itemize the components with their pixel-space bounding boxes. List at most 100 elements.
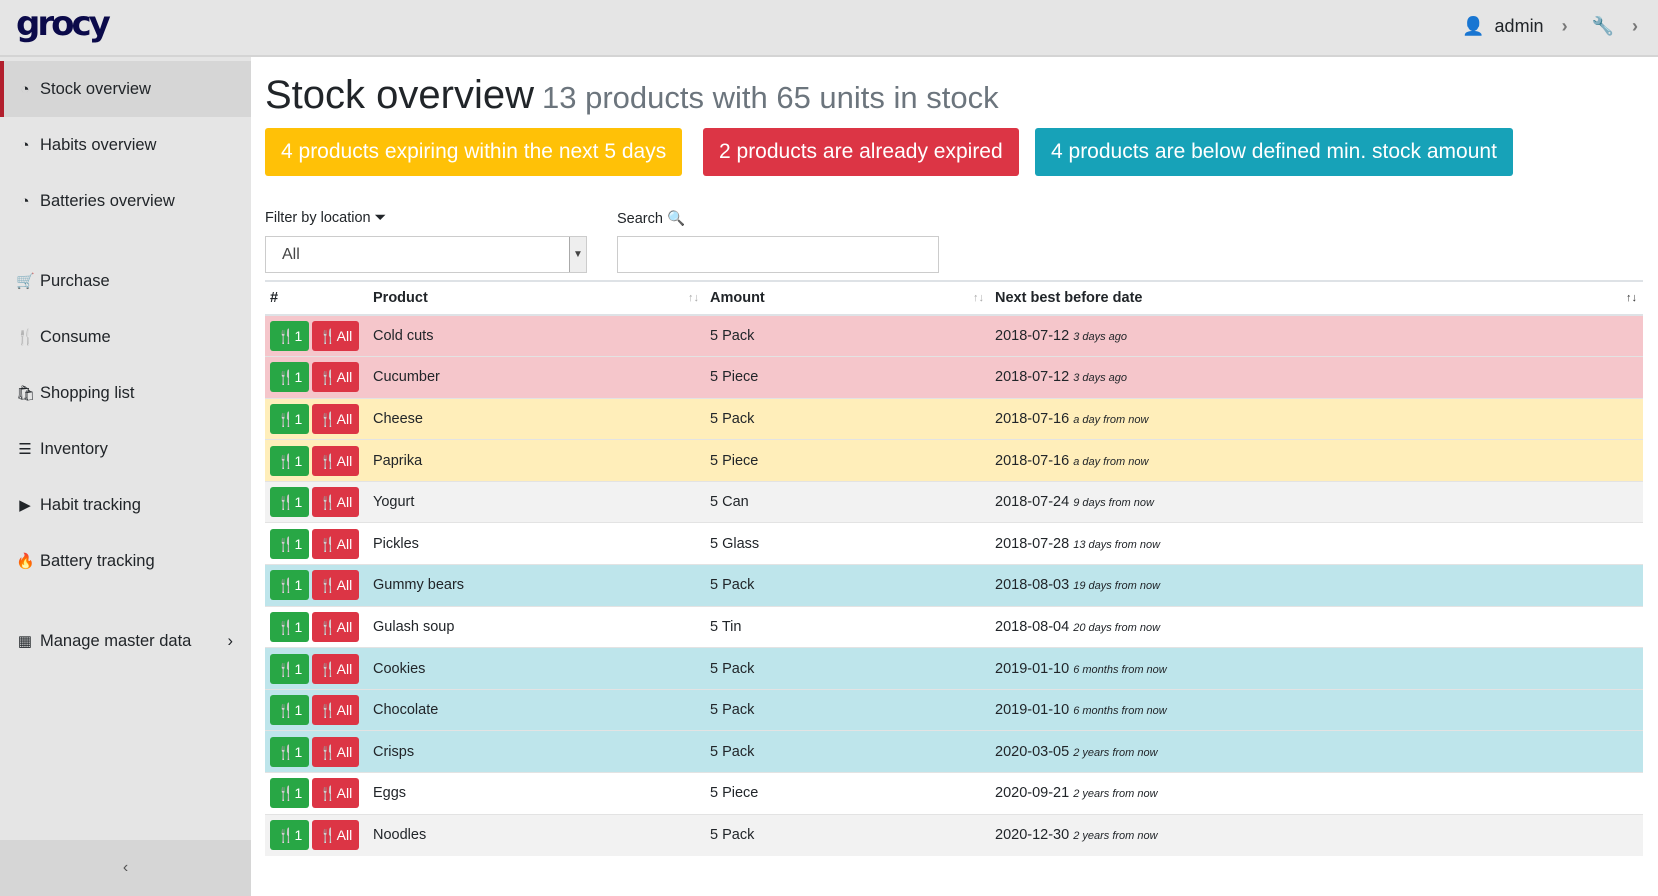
cutlery-icon: 🍴 (319, 743, 337, 760)
consume-one-button[interactable]: 🍴1 (270, 528, 310, 559)
consume-all-button[interactable]: 🍴All (312, 653, 360, 684)
table-row: 🍴1 🍴All Crisps 5 Pack 2020-03-05 2 years … (265, 730, 1643, 773)
search-icon: 🔍 (666, 211, 686, 227)
cutlery-icon: 🍴 (16, 329, 35, 346)
table-row: 🍴1 🍴All Noodles 5 Pack 2020-12-30 2 years… (265, 813, 1643, 856)
best-before-date: 2018-07-28 13 days from now (990, 522, 1643, 565)
table-row: 🍴1 🍴All Cheese 5 Pack 2018-07-16 a day fr… (265, 397, 1643, 440)
relative-time: 2 years from now (1073, 830, 1158, 843)
location-filter-select[interactable]: All ▼ (265, 236, 587, 273)
cutlery-icon: 🍴 (319, 618, 337, 635)
table-row: 🍴1 🍴All Pickles 5 Glass 2018-07-28 13 day… (265, 522, 1643, 565)
sidebar-item-batteries-overview[interactable]: ◔ Batteries overview (0, 173, 251, 229)
best-before-date: 2018-07-24 9 days from now (990, 480, 1643, 523)
cutlery-icon: 🍴 (319, 660, 337, 677)
consume-one-button[interactable]: 🍴1 (270, 611, 310, 642)
product-name: Cucumber (368, 356, 705, 399)
amount: 5 Piece (705, 439, 990, 482)
user-menu[interactable]: admin (1494, 16, 1544, 36)
table-row: 🍴1 🍴All Yogurt 5 Can 2018-07-24 9 days fr… (265, 480, 1643, 523)
consume-one-button[interactable]: 🍴1 (270, 487, 310, 518)
product-name: Gummy bears (368, 564, 705, 607)
amount: 5 Pack (705, 397, 990, 440)
cutlery-icon: 🍴 (319, 328, 337, 345)
cutlery-icon: 🍴 (319, 494, 337, 511)
relative-time: 6 months from now (1073, 663, 1167, 676)
chevron-right-icon[interactable]: › (1632, 16, 1638, 36)
tachometer-icon: ◔ (20, 192, 30, 210)
below-min-stock-alert[interactable]: 4 products are below defined min. stock … (1035, 128, 1513, 176)
column-header-product[interactable]: Product ↑↓ (368, 280, 705, 316)
consume-one-button[interactable]: 🍴1 (270, 403, 310, 434)
amount: 5 Pack (705, 647, 990, 690)
sidebar-item-purchase[interactable]: 🛒 Purchase (0, 253, 251, 309)
amount: 5 Pack (705, 688, 990, 731)
consume-all-button[interactable]: 🍴All (312, 778, 360, 809)
sidebar-collapse-button[interactable]: ‹ (0, 840, 251, 896)
consume-one-button[interactable]: 🍴1 (270, 736, 310, 767)
search-label: Search 🔍 (617, 211, 686, 227)
table-row: 🍴1 🍴All Eggs 5 Piece 2020-09-21 2 years f… (265, 772, 1643, 815)
product-name: Crisps (368, 730, 705, 773)
cutlery-icon: 🍴 (319, 827, 337, 844)
chevron-right-icon[interactable]: › (1561, 16, 1568, 36)
wrench-icon[interactable]: 🔧 (1591, 16, 1614, 36)
sidebar-item-shopping-list[interactable]: 🛍 Shopping list (0, 365, 251, 421)
relative-time: 13 days from now (1073, 538, 1161, 551)
consume-one-button[interactable]: 🍴1 (270, 570, 310, 601)
table-row: 🍴1 🍴All Gummy bears 5 Pack 2018-08-03 19 … (265, 564, 1643, 607)
consume-all-button[interactable]: 🍴All (312, 362, 360, 393)
cutlery-icon: 🍴 (277, 452, 295, 469)
consume-all-button[interactable]: 🍴All (312, 820, 360, 851)
sidebar-item-battery-tracking[interactable]: 🔥 Battery tracking (0, 533, 251, 589)
sidebar-item-inventory[interactable]: ☰ Inventory (0, 421, 251, 477)
table-icon: ▦ (17, 633, 33, 650)
sidebar-item-habit-tracking[interactable]: ▶ Habit tracking (0, 477, 251, 533)
sidebar-item-label: Purchase (40, 271, 110, 290)
table-row: 🍴1 🍴All Cold cuts 5 Pack 2018-07-12 3 day… (265, 314, 1643, 357)
column-header-best-before[interactable]: Next best before date ↑↓ (990, 280, 1643, 316)
sidebar-item-manage-master-data[interactable]: ▦ Manage master data › (0, 613, 251, 669)
sidebar-item-label: Battery tracking (40, 551, 155, 570)
consume-one-button[interactable]: 🍴1 (270, 820, 310, 851)
best-before-date: 2018-08-04 20 days from now (990, 605, 1643, 648)
expiring-alert[interactable]: 4 products expiring within the next 5 da… (265, 128, 683, 176)
expired-alert[interactable]: 2 products are already expired (703, 128, 1019, 176)
consume-one-button[interactable]: 🍴1 (270, 362, 310, 393)
consume-all-button[interactable]: 🍴All (312, 695, 360, 726)
consume-all-button[interactable]: 🍴All (312, 528, 360, 559)
consume-one-button[interactable]: 🍴1 (270, 778, 310, 809)
best-before-date: 2019-01-10 6 months from now (990, 647, 1643, 690)
filter-location-label: Filter by location ⏷ (265, 210, 387, 226)
consume-one-button[interactable]: 🍴1 (270, 653, 310, 684)
sidebar-item-label: Stock overview (40, 79, 151, 98)
amount: 5 Pack (705, 730, 990, 773)
product-name: Noodles (368, 813, 705, 856)
grocy-logo[interactable]: grocy (16, 4, 111, 44)
consume-all-button[interactable]: 🍴All (312, 487, 360, 518)
consume-one-button[interactable]: 🍴1 (270, 321, 310, 352)
cutlery-icon: 🍴 (277, 702, 295, 719)
cutlery-icon: 🍴 (319, 535, 337, 552)
column-header-actions: # (265, 280, 368, 316)
consume-all-button[interactable]: 🍴All (312, 403, 360, 434)
consume-all-button[interactable]: 🍴All (312, 321, 360, 352)
column-header-amount[interactable]: Amount ↑↓ (705, 280, 990, 316)
sidebar-item-consume[interactable]: 🍴 Consume (0, 309, 251, 365)
consume-all-button[interactable]: 🍴All (312, 570, 360, 601)
consume-all-button[interactable]: 🍴All (312, 611, 360, 642)
sidebar-item-stock-overview[interactable]: ◔ Stock overview (0, 61, 251, 117)
cutlery-icon: 🍴 (277, 743, 295, 760)
table-row: 🍴1 🍴All Paprika 5 Piece 2018-07-16 a day … (265, 439, 1643, 482)
consume-all-button[interactable]: 🍴All (312, 736, 360, 767)
search-input[interactable] (617, 236, 939, 273)
consume-all-button[interactable]: 🍴All (312, 445, 360, 476)
relative-time: 2 years from now (1073, 746, 1158, 759)
consume-one-button[interactable]: 🍴1 (270, 695, 310, 726)
consume-one-button[interactable]: 🍴1 (270, 445, 310, 476)
sidebar-item-label: Inventory (40, 439, 108, 458)
filter-icon: ⏷ (374, 210, 387, 226)
cutlery-icon: 🍴 (277, 410, 295, 427)
sidebar-item-habits-overview[interactable]: ◔ Habits overview (0, 117, 251, 173)
best-before-date: 2018-07-12 3 days ago (990, 356, 1643, 399)
